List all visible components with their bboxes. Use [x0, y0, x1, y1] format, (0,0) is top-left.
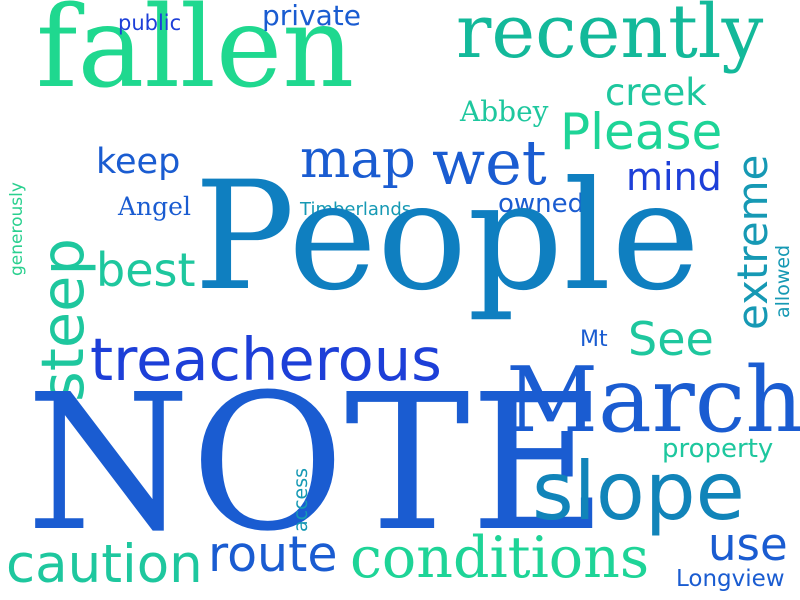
- word-keep: keep: [96, 142, 181, 182]
- word-extreme: extreme: [728, 154, 777, 330]
- word-property: property: [662, 434, 774, 464]
- word-slope: slope: [532, 445, 745, 538]
- word-generously: generously: [7, 182, 27, 276]
- word-people: People: [194, 150, 701, 324]
- word-owned: owned: [498, 189, 585, 219]
- word-timberlands: Timberlands: [300, 199, 412, 220]
- word-recently: recently: [456, 0, 764, 75]
- word-creek: creek: [605, 71, 707, 114]
- word-use: use: [708, 518, 788, 571]
- word-see: See: [628, 312, 714, 366]
- word-caution: caution: [6, 534, 203, 595]
- word-private: private: [262, 0, 361, 32]
- word-route: route: [208, 526, 338, 583]
- word-conditions: conditions: [350, 525, 650, 591]
- word-wet: wet: [432, 126, 547, 199]
- word-angel: Angel: [118, 192, 191, 221]
- word-best: best: [96, 243, 196, 297]
- word-public: public: [118, 11, 182, 35]
- word-mind: mind: [626, 155, 722, 199]
- word-mt: Mt: [580, 327, 608, 352]
- word-treacherous: treacherous: [90, 325, 442, 394]
- word-longview: Longview: [676, 566, 785, 592]
- word-march: March: [506, 348, 800, 453]
- word-abbey: Abbey: [460, 95, 549, 128]
- word-allowed: allowed: [772, 244, 794, 318]
- word-note: NOTE: [26, 354, 608, 573]
- word-access: access: [290, 467, 312, 532]
- word-fallen: fallen: [36, 0, 355, 113]
- word-map: map: [300, 129, 416, 190]
- word-please: Please: [560, 103, 723, 161]
